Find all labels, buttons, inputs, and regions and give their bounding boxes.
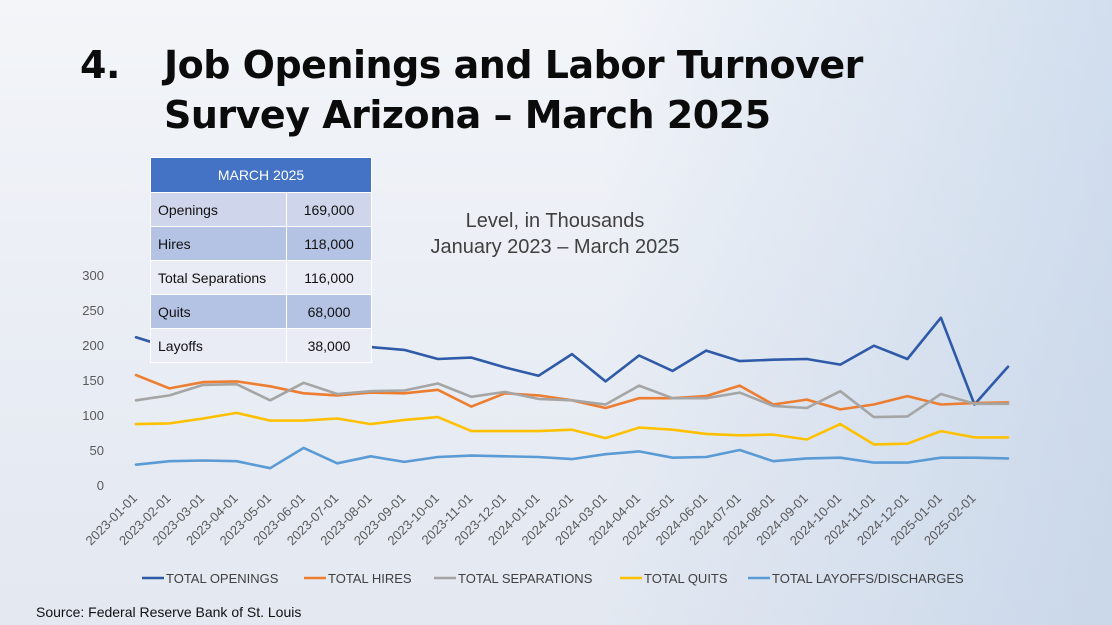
slide-number: 4.	[80, 43, 120, 87]
summary-table-header: MARCH 2025	[150, 157, 372, 193]
y-tick-label: 150	[82, 373, 104, 388]
series-line-total-separations	[134, 381, 1010, 419]
y-tick-label: 50	[90, 443, 104, 458]
row-value-layoffs: 38,000	[286, 328, 372, 363]
row-label-hires: Hires	[150, 226, 287, 261]
y-tick-label: 300	[82, 268, 104, 283]
row-label-separations: Total Separations	[150, 260, 287, 295]
legend-label: TOTAL OPENINGS	[166, 571, 279, 586]
summary-table: MARCH 2025 Openings 169,000 Hires 118,00…	[150, 157, 372, 363]
row-value-openings: 169,000	[286, 192, 372, 227]
legend-label: TOTAL HIRES	[328, 571, 412, 586]
slide-title: 4. Job Openings and Labor Turnover Survey…	[80, 40, 863, 140]
row-label-quits: Quits	[150, 294, 287, 329]
legend-label: TOTAL QUITS	[644, 571, 728, 586]
table-row: Layoffs 38,000	[150, 328, 372, 363]
background-image-overlay	[600, 0, 1112, 625]
series-line-total-hires	[134, 373, 1010, 411]
table-row: Total Separations 116,000	[150, 260, 372, 295]
row-value-separations: 116,000	[286, 260, 372, 295]
source-note: Source: Federal Reserve Bank of St. Loui…	[36, 604, 302, 620]
series-line-total-layoffs-discharges	[134, 446, 1010, 470]
table-row: Openings 169,000	[150, 192, 372, 227]
title-line-2: Survey Arizona – March 2025	[164, 93, 771, 137]
y-tick-label: 100	[82, 408, 104, 423]
y-tick-label: 250	[82, 303, 104, 318]
row-value-quits: 68,000	[286, 294, 372, 329]
chart-title: Level, in Thousands	[465, 210, 645, 232]
title-line-1: Job Openings and Labor Turnover	[164, 43, 863, 87]
table-row: Quits 68,000	[150, 294, 372, 329]
row-label-layoffs: Layoffs	[150, 328, 287, 363]
legend-label: TOTAL LAYOFFS/DISCHARGES	[772, 571, 964, 586]
legend-label: TOTAL SEPARATIONS	[458, 571, 593, 586]
row-label-openings: Openings	[150, 192, 287, 227]
chart-subtitle: January 2023 – March 2025	[430, 236, 680, 258]
table-row: Hires 118,000	[150, 226, 372, 261]
row-value-hires: 118,000	[286, 226, 372, 261]
y-tick-label: 200	[82, 338, 104, 353]
y-tick-label: 0	[97, 478, 104, 493]
series-line-total-quits	[134, 411, 1010, 446]
